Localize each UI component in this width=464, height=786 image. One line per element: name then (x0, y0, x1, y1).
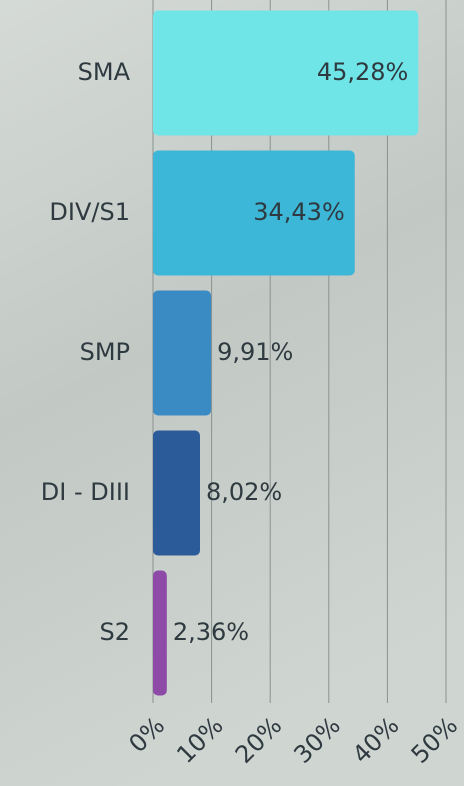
category-label: DIV/S1 (49, 198, 130, 226)
value-label: 34,43% (253, 198, 345, 226)
value-label: 2,36% (173, 618, 249, 646)
category-label: S2 (99, 618, 130, 646)
value-label: 8,02% (206, 478, 282, 506)
bar (153, 10, 419, 136)
bars (153, 10, 419, 696)
category-label: SMA (78, 58, 131, 86)
labels: 0% 10% 20% 30% 40% 50%SMA 45,28%DIV/S1 34,43%SM… (41, 58, 463, 769)
category-label: DI - DIII (41, 478, 130, 506)
value-label: 45,28% (317, 58, 409, 86)
value-label: 9,91% (217, 338, 293, 366)
bar (153, 570, 167, 696)
bar (153, 150, 355, 276)
category-label: SMP (80, 338, 130, 366)
bar (153, 290, 212, 416)
bar (153, 430, 200, 556)
